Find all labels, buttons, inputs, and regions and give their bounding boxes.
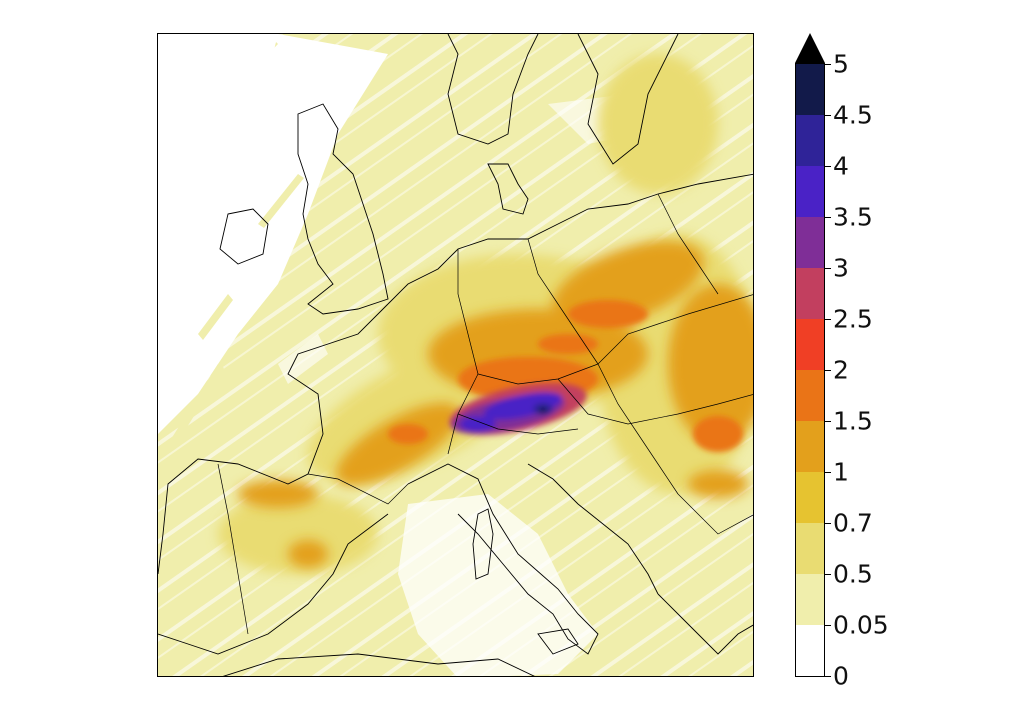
colorbar-tick-label: 5 [833,49,849,79]
colorbar-segment [796,421,824,472]
colorbar-tick [825,217,831,218]
colorbar-tick [825,574,831,575]
precip-field-alps [449,383,587,435]
colorbar-segment [796,472,824,523]
coastlines [158,34,753,676]
colorbar-tick [825,115,831,116]
colorbar-segment [796,64,824,115]
colorbar-tick [825,370,831,371]
colorbar-segment [796,370,824,421]
colorbar-tick [825,319,831,320]
colorbar-tick-label: 4.5 [833,100,873,130]
colorbar-tick-label: 0.7 [833,508,873,538]
europe-map-svg [158,34,753,676]
colorbar-tick [825,523,831,524]
colorbar-tick-label: 3 [833,253,849,283]
colorbar-tick [825,421,831,422]
colorbar-tick-label: 2.5 [833,304,873,334]
colorbar-tick [825,166,831,167]
colorbar-tick-label: 2 [833,355,849,385]
colorbar-tick [825,268,831,269]
colorbar-tick-label: 3.5 [833,202,873,232]
colorbar-tick [825,625,831,626]
colorbar-segment [796,166,824,217]
colorbar-tick-label: 1.5 [833,406,873,436]
colorbar-segment [796,319,824,370]
colorbar [795,63,825,677]
colorbar-tick [825,472,831,473]
colorbar-tick [825,64,831,65]
colorbar-segment [796,523,824,574]
colorbar-segment [796,625,824,676]
colorbar-segment [796,268,824,319]
colorbar-segment [796,115,824,166]
colorbar-tick-label: 1 [833,457,849,487]
colorbar-tick [825,676,831,677]
colorbar-arrow-shape [795,33,825,63]
colorbar-tick-label: 0.5 [833,559,873,589]
colorbar-extend-arrow [795,33,825,63]
colorbar-tick-label: 4 [833,151,849,181]
precipitation-map [157,33,754,677]
colorbar-tick-label: 0 [833,661,849,691]
colorbar-segment [796,574,824,625]
country-borders [217,193,753,635]
colorbar-tick-label: 0.05 [833,610,889,640]
colorbar-segment [796,217,824,268]
